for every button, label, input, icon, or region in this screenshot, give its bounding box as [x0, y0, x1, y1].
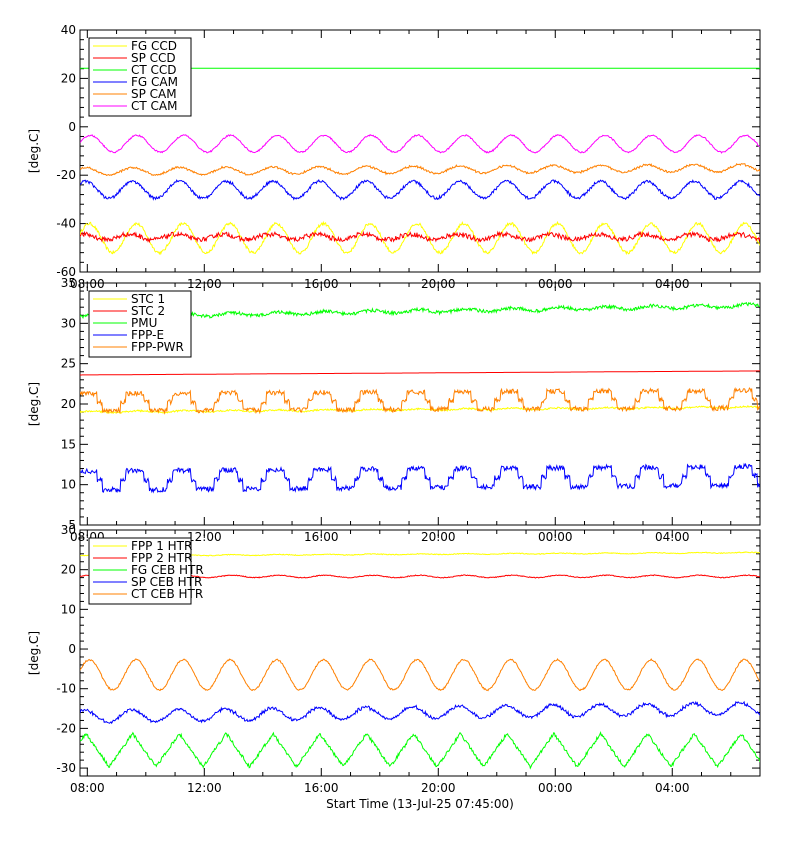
series-line-stc-1: [80, 404, 760, 414]
series-line-ct-ceb-htr: [80, 657, 760, 692]
legend-label: CT CAM: [131, 99, 177, 113]
legend-label: SP CEB HTR: [131, 575, 202, 589]
y-tick-label: -20: [56, 721, 76, 735]
series-line-sp-ceb-htr: [80, 700, 760, 725]
legend-label: FG CEB HTR: [131, 563, 204, 577]
series-line-fpp-1-htr: [80, 551, 760, 557]
y-tick-label: 20: [61, 397, 76, 411]
series-line-fpp-2-htr: [80, 574, 760, 579]
y-tick-label: 30: [61, 523, 76, 537]
y-tick-label: 25: [61, 357, 76, 371]
x-axis-label: Start Time (13-Jul-25 07:45:00): [326, 797, 514, 811]
series-line-fg-cam: [80, 179, 760, 201]
y-tick-label: 10: [61, 478, 76, 492]
y-tick-label: -10: [56, 682, 76, 696]
y-axis-label: [deg.C]: [27, 129, 41, 173]
legend-box: [88, 537, 192, 605]
x-tick-label: 00:00: [538, 781, 573, 795]
x-tick-label: 12:00: [187, 781, 222, 795]
legend-box: [88, 37, 192, 117]
series-line-ct-cam: [80, 133, 760, 154]
y-tick-label: -60: [56, 265, 76, 279]
y-tick-label: 10: [61, 602, 76, 616]
x-tick-label: 04:00: [655, 781, 690, 795]
y-tick-label: 0: [68, 642, 76, 656]
legend-label: STC 2: [131, 304, 165, 318]
series-line-sp-cam: [80, 163, 760, 177]
plot-frame: [79, 529, 761, 777]
legend-label: CT CCD: [131, 63, 177, 77]
legend-label: FPP-PWR: [131, 340, 184, 354]
y-tick-label: 15: [61, 437, 76, 451]
series-line-sp-ccd: [80, 230, 760, 244]
y-tick-label: -20: [56, 168, 76, 182]
legend-label: SP CAM: [131, 87, 177, 101]
y-tick-label: -30: [56, 761, 76, 775]
legend-label: FG CCD: [131, 39, 177, 53]
y-axis-label: [deg.C]: [27, 631, 41, 675]
y-tick-label: 40: [61, 23, 76, 37]
legend-label: CT CEB HTR: [131, 587, 203, 601]
y-tick-label: 20: [61, 563, 76, 577]
series-line-fg-ceb-htr: [80, 730, 760, 770]
y-tick-label: -40: [56, 217, 76, 231]
series-line-stc-2: [80, 370, 760, 376]
legend-label: FPP-E: [131, 328, 164, 342]
x-tick-label: 20:00: [421, 781, 456, 795]
legend-label: FG CAM: [131, 75, 178, 89]
series-line-pmu: [80, 301, 760, 321]
y-tick-label: 5: [68, 518, 76, 532]
plot-frame: [79, 29, 761, 273]
y-tick-label: 0: [68, 120, 76, 134]
y-tick-label: 20: [61, 71, 76, 85]
x-tick-label: 16:00: [304, 781, 339, 795]
chart-panel-3: -30 -20 -10 0 10 20 30 08:00 12:00 16:00 20:00 00:0…: [27, 523, 761, 811]
legend-label: FPP 1 HTR: [131, 539, 192, 553]
y-axis-label: [deg.C]: [27, 382, 41, 426]
legend-label: PMU: [131, 316, 157, 330]
legend-box: [88, 290, 192, 358]
y-tick-label: 35: [61, 276, 76, 290]
legend-label: STC 1: [131, 292, 165, 306]
series-line-fpp-pwr: [80, 387, 760, 415]
legend-label: SP CCD: [131, 51, 176, 65]
y-tick-label: 30: [61, 316, 76, 330]
x-tick-label: 08:00: [70, 781, 105, 795]
legend-label: FPP 2 HTR: [131, 551, 192, 565]
series-line-fg-ccd: [80, 220, 760, 256]
series-line-fpp-e: [80, 462, 760, 494]
